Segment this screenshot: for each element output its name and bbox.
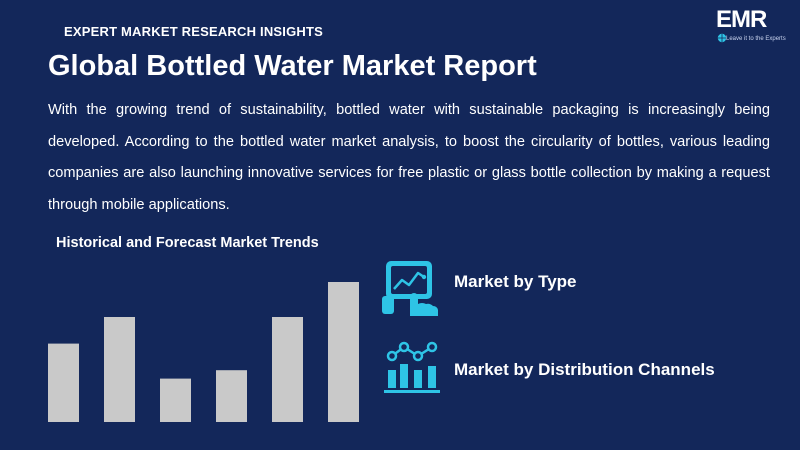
logo-text: EMR xyxy=(716,6,767,33)
chart-bar-4 xyxy=(216,370,247,422)
section-kicker: EXPERT MARKET RESEARCH INSIGHTS xyxy=(64,24,324,39)
description-text: With the growing trend of sustainability… xyxy=(48,102,770,213)
logo-tagline: Leave it to the Experts xyxy=(726,36,786,42)
page-title: Global Bottled Water Market Report xyxy=(48,50,537,82)
chart-bar-1 xyxy=(48,343,79,422)
bar-chart-trend-icon xyxy=(384,341,440,393)
market-trends-bar-chart xyxy=(48,282,359,422)
chart-bar-2 xyxy=(104,317,135,422)
feature-market-by-distribution-channels[interactable]: Market by Distribution Channels xyxy=(380,340,760,400)
chart-bar-6 xyxy=(328,282,359,422)
chart-title: Historical and Forecast Market Trends xyxy=(56,235,319,251)
chart-bar-3 xyxy=(160,378,191,422)
logo-globe-icon xyxy=(717,33,727,43)
emr-logo: EMR Leave it to the Experts xyxy=(716,6,794,48)
feature-market-by-type[interactable]: Market by Type xyxy=(380,258,760,318)
chart-bar-5 xyxy=(272,317,303,422)
tablet-touch-chart-icon xyxy=(382,261,438,316)
feature-label: Market by Type xyxy=(454,272,577,291)
feature-label: Market by Distribution Channels xyxy=(454,360,715,379)
